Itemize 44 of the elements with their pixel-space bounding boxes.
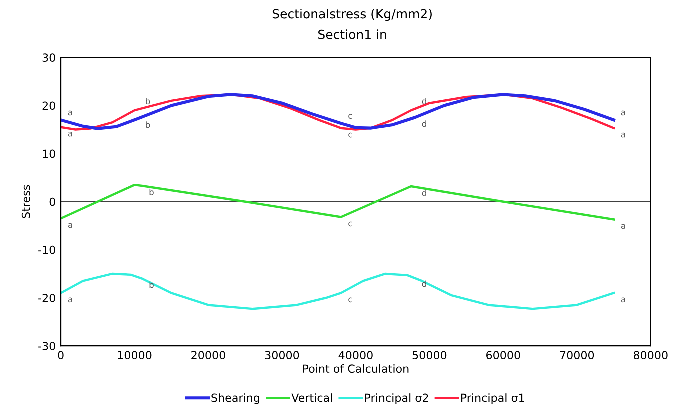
annotation: c <box>348 298 352 303</box>
annotation: a <box>68 132 72 137</box>
annotation: b <box>146 98 150 105</box>
x-axis-title: Point of Calculation <box>303 364 409 374</box>
x-tick-label: 70000 <box>560 351 594 360</box>
x-tick-label: 50000 <box>412 351 447 360</box>
line-series <box>61 272 616 310</box>
annotation: a <box>68 110 72 116</box>
x-tick-label: 40000 <box>338 351 373 360</box>
annotation: d <box>422 120 426 128</box>
x-tick-label: 60000 <box>486 351 520 360</box>
annotation: a <box>621 110 626 116</box>
annotation: d <box>422 98 426 105</box>
annotation: a <box>68 223 72 228</box>
line-series <box>61 184 616 221</box>
x-tick-label: 20000 <box>192 351 226 360</box>
x-tick-label: 80000 <box>634 351 668 360</box>
y-axis-title: Stress <box>22 185 30 218</box>
annotation: a <box>621 298 626 303</box>
annotation: a <box>68 298 72 303</box>
y-tick-label: -10 <box>38 246 56 254</box>
y-tick-label: 10 <box>43 150 56 158</box>
chart-title: Sectionalstress (Kg/mm2) <box>272 9 432 22</box>
legend-label: Vertical <box>292 394 332 402</box>
annotation: b <box>146 122 150 128</box>
annotation: c <box>348 114 352 120</box>
y-tick-label: 0 <box>50 198 56 206</box>
y-tick-label: 30 <box>42 54 56 62</box>
legend-label: Principal σ1 <box>461 394 524 404</box>
x-tick-label: 10000 <box>118 351 152 360</box>
x-tick-label: 0 <box>58 351 64 360</box>
annotation: d <box>422 190 426 196</box>
annotation: c <box>348 222 352 227</box>
annotation: c <box>348 132 352 138</box>
y-tick-label: 20 <box>42 102 56 110</box>
x-tick-label: 30000 <box>265 351 300 360</box>
legend-label: Principal σ2 <box>365 394 428 404</box>
annotation: a <box>621 224 626 230</box>
annotation: b <box>150 188 154 196</box>
legend-label: Shearing <box>212 394 260 404</box>
chart-subtitle: Section1 in <box>318 30 386 40</box>
y-tick-label: -20 <box>38 294 56 302</box>
y-tick-label: -30 <box>38 342 56 350</box>
annotation: a <box>621 132 626 138</box>
